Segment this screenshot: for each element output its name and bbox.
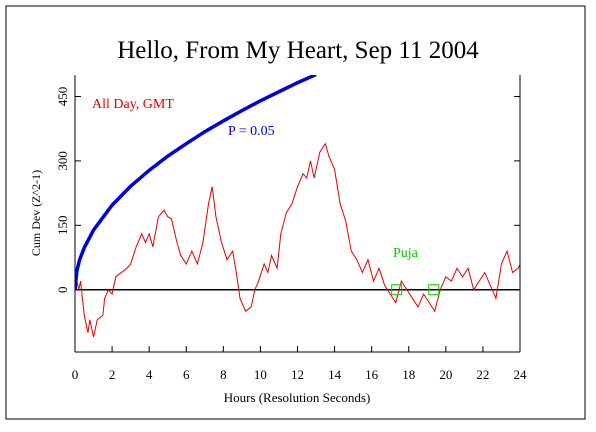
y-axis-label: Cum Dev (Z^2-1)	[29, 170, 43, 256]
x-tick-label: 0	[72, 367, 79, 382]
chart-title: Hello, From My Heart, Sep 11 2004	[117, 37, 479, 64]
x-tick-label: 6	[183, 367, 190, 382]
x-tick-label: 24	[514, 367, 528, 382]
series-line	[75, 75, 317, 290]
x-tick-label: 8	[220, 367, 227, 382]
annotation: All Day, GMT	[92, 97, 174, 112]
x-tick-label: 14	[328, 367, 342, 382]
annotation: Puja	[393, 246, 419, 261]
x-tick-label: 4	[146, 367, 153, 382]
y-tick-label: 150	[55, 216, 70, 236]
series-line	[75, 142, 520, 338]
x-tick-label: 18	[402, 367, 415, 382]
y-tick-label: 0	[55, 286, 70, 293]
x-axis-label: Hours (Resolution Seconds)	[224, 390, 371, 405]
marker	[428, 284, 440, 296]
x-tick-label: 22	[476, 367, 489, 382]
frame	[5, 5, 586, 420]
x-tick-label: 10	[254, 367, 267, 382]
x-tick-label: 20	[439, 367, 452, 382]
annotation: P = 0.05	[228, 124, 275, 139]
marker	[391, 284, 403, 296]
x-tick-label: 12	[291, 367, 304, 382]
x-tick-label: 16	[365, 367, 379, 382]
x-tick-label: 2	[109, 367, 116, 382]
y-tick-label: 300	[55, 151, 70, 171]
y-tick-label: 450	[55, 87, 70, 107]
